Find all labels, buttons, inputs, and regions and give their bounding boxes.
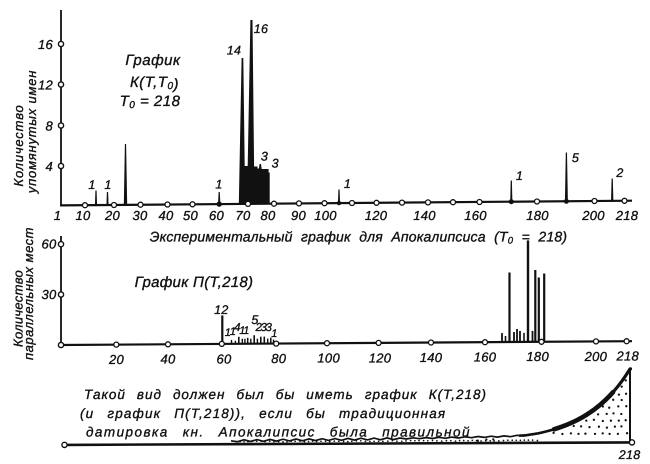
- svg-text:180: 180: [526, 208, 549, 223]
- svg-text:60: 60: [209, 208, 225, 223]
- svg-text:12: 12: [214, 303, 229, 317]
- svg-text:(и график П(Т,218)), если бы т: (и график П(Т,218)), если бы традиционна…: [80, 406, 446, 421]
- svg-text:Количество: Количество: [11, 270, 26, 347]
- svg-text:218: 218: [618, 448, 641, 462]
- svg-text:200: 200: [581, 208, 605, 223]
- svg-text:30: 30: [132, 208, 148, 223]
- svg-text:90: 90: [291, 208, 307, 223]
- svg-text:140: 140: [413, 208, 436, 223]
- svg-text:120: 120: [369, 350, 392, 365]
- svg-text:5: 5: [572, 151, 579, 165]
- svg-text:упомянутых имен: упомянутых имен: [24, 70, 39, 194]
- svg-text:80: 80: [260, 208, 276, 223]
- svg-text:160: 160: [464, 208, 487, 223]
- svg-text:1: 1: [88, 178, 95, 192]
- svg-text:8: 8: [45, 119, 53, 134]
- svg-text:1: 1: [230, 326, 236, 338]
- svg-text:30: 30: [41, 287, 57, 302]
- svg-text:Экспериментальный график для А: Экспериментальный график для Апокалипсис…: [150, 229, 567, 247]
- svg-text:70: 70: [235, 208, 251, 223]
- svg-text:1: 1: [215, 178, 222, 192]
- svg-text:датировка кн. Апокалипсис была: датировка кн. Апокалипсис была правильно…: [86, 425, 471, 440]
- svg-text:10: 10: [75, 208, 91, 223]
- svg-text:1: 1: [239, 325, 245, 337]
- svg-text:120: 120: [365, 208, 388, 223]
- svg-text:160: 160: [474, 350, 497, 365]
- svg-text:20: 20: [104, 208, 121, 223]
- svg-text:100: 100: [317, 351, 340, 366]
- svg-text:4: 4: [45, 159, 53, 174]
- svg-text:2: 2: [615, 166, 623, 180]
- svg-text:20: 20: [108, 352, 125, 367]
- svg-text:5: 5: [251, 313, 258, 327]
- svg-text:Т0 = 218: Т0 = 218: [120, 93, 181, 111]
- svg-text:140: 140: [420, 350, 443, 365]
- svg-text:100: 100: [314, 208, 337, 223]
- svg-text:3: 3: [265, 322, 272, 334]
- svg-text:60: 60: [216, 351, 232, 366]
- svg-text:1: 1: [271, 328, 277, 340]
- svg-text:3: 3: [261, 150, 268, 164]
- svg-text:К(Т,Т0): К(Т,Т0): [130, 74, 179, 93]
- svg-text:14: 14: [227, 44, 242, 58]
- svg-text:График П(Т,218): График П(Т,218): [135, 274, 254, 291]
- svg-text:80: 80: [271, 351, 287, 366]
- svg-text:180: 180: [526, 349, 549, 364]
- svg-text:2: 2: [254, 322, 262, 334]
- svg-text:218: 218: [615, 208, 639, 223]
- svg-text:12: 12: [38, 78, 54, 93]
- svg-text:40: 40: [160, 352, 176, 367]
- svg-text:1: 1: [225, 327, 231, 339]
- svg-text:200: 200: [584, 349, 608, 364]
- svg-text:3: 3: [272, 157, 279, 171]
- svg-text:1: 1: [243, 325, 249, 337]
- svg-text:1: 1: [104, 178, 111, 192]
- svg-text:1: 1: [516, 169, 523, 183]
- svg-text:218: 218: [616, 349, 640, 364]
- svg-text:60: 60: [41, 237, 57, 252]
- svg-text:параллельных мест: параллельных мест: [21, 227, 36, 360]
- svg-text:1: 1: [54, 208, 62, 223]
- svg-text:1: 1: [344, 177, 351, 191]
- svg-text:4: 4: [234, 322, 241, 334]
- svg-text:Количество: Количество: [11, 104, 26, 186]
- svg-text:40: 40: [158, 208, 174, 223]
- svg-text:График: График: [125, 52, 181, 69]
- svg-text:16: 16: [254, 22, 269, 36]
- svg-text:16: 16: [38, 37, 54, 52]
- svg-text:3: 3: [260, 322, 267, 334]
- svg-text:Такой вид должен был бы иметь: Такой вид должен был бы иметь график К(Т…: [84, 387, 487, 402]
- svg-text:50: 50: [183, 208, 199, 223]
